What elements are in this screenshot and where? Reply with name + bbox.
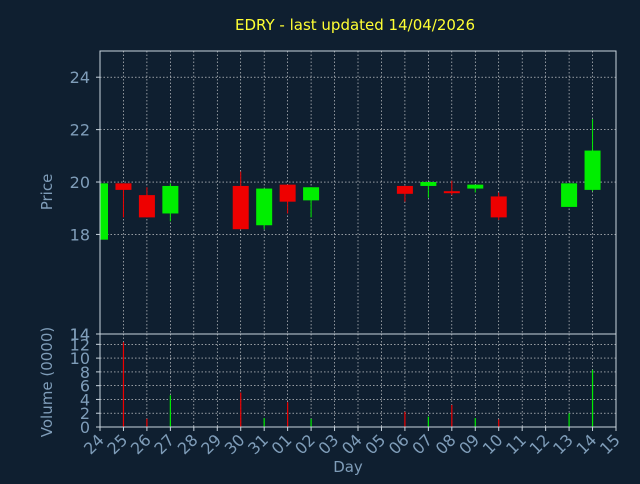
candle-body: [396, 185, 413, 194]
day-tick-label: 15: [596, 430, 624, 458]
chart-title: EDRY - last updated 14/04/2026: [235, 16, 475, 34]
candle-body: [490, 196, 507, 218]
day-axis-ticks: 2425262728293031010203040506070809101112…: [80, 427, 624, 458]
candle-body: [115, 183, 132, 190]
price-tick-label: 20: [70, 173, 90, 192]
candle-body: [162, 185, 179, 214]
price-candles: [99, 119, 601, 240]
candle-body: [561, 183, 578, 207]
volume-tick-label: 2: [80, 404, 90, 423]
volume-tick-label: 4: [80, 390, 90, 409]
volume-tick-label: 12: [70, 335, 90, 354]
volume-tick-label: 10: [70, 349, 90, 368]
price-tick-label: 14: [70, 325, 90, 344]
candle-body: [279, 184, 296, 202]
candle-body: [100, 183, 108, 240]
candle-body: [256, 188, 273, 226]
price-axis-label: Price: [38, 174, 56, 211]
price-tick-label: 24: [70, 68, 90, 87]
volume-tick-label: 6: [80, 377, 90, 396]
volume-tick-label: 0: [80, 418, 90, 437]
volume-bars: [122, 342, 594, 427]
volume-tick-label: 14: [70, 325, 90, 344]
candle-body: [232, 185, 249, 230]
candle-body: [443, 191, 460, 194]
day-axis-label: Day: [333, 458, 363, 476]
candle-body: [584, 150, 601, 190]
volume-tick-label: 8: [80, 363, 90, 382]
price-tick-label: 18: [70, 225, 90, 244]
volume-grid: [100, 334, 616, 427]
candle-body: [420, 182, 437, 186]
price-tick-label: 22: [70, 121, 90, 140]
price-axis-ticks: 14 18 20 22 24: [70, 68, 100, 344]
candle-body: [303, 187, 320, 201]
candle-body: [138, 195, 155, 218]
candle-body: [467, 184, 484, 189]
volume-axis-label: Volume (0000): [38, 327, 56, 437]
